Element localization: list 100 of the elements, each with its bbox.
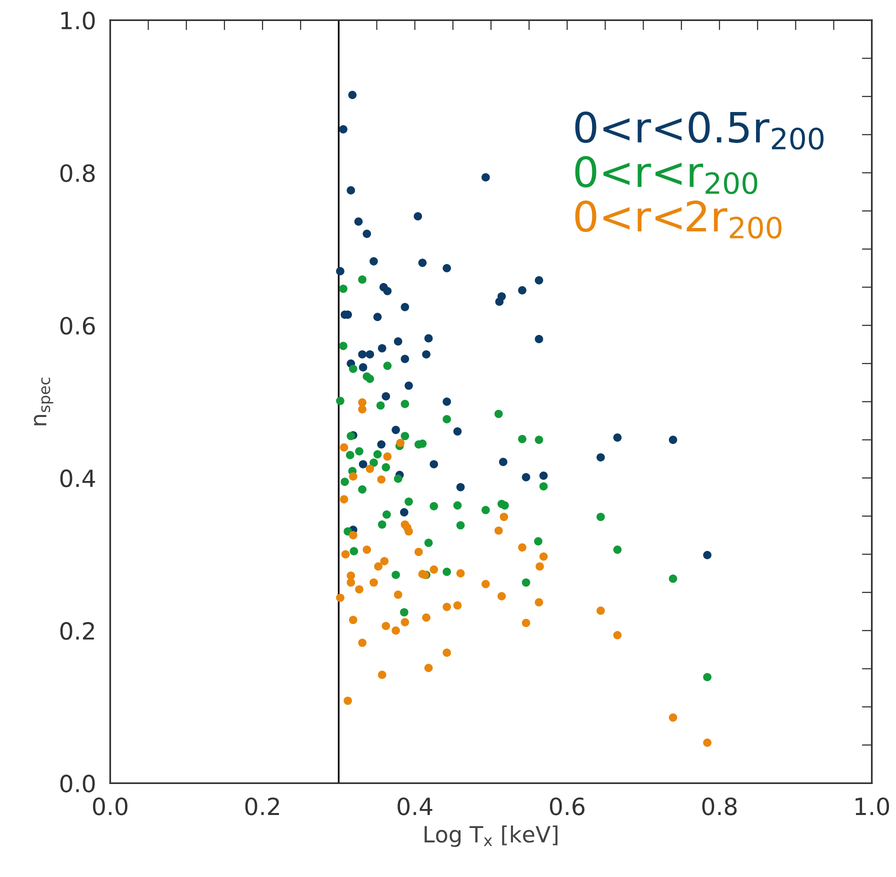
point: [348, 616, 358, 624]
point: [534, 537, 542, 546]
point: [382, 622, 390, 630]
point: [366, 464, 374, 473]
point: [378, 344, 386, 352]
point: [453, 601, 462, 610]
point: [500, 512, 508, 522]
point: [522, 473, 530, 482]
y-axis-title: n$_{spec}$: [34, 378, 54, 426]
point: [348, 90, 357, 100]
point: [534, 334, 544, 344]
point: [539, 472, 548, 480]
y-tick-label: 0.6: [60, 316, 95, 335]
point: [400, 302, 410, 312]
point: [400, 618, 410, 626]
point: [374, 562, 382, 571]
point: [340, 478, 349, 486]
point: [346, 578, 356, 587]
point: [536, 562, 544, 571]
y-tick-label: 0.2: [60, 622, 94, 640]
point: [442, 602, 451, 612]
point: [534, 276, 544, 285]
point: [430, 502, 438, 510]
point: [499, 458, 508, 466]
point: [339, 342, 348, 350]
point: [442, 264, 451, 272]
point: [424, 538, 433, 547]
point: [348, 531, 358, 540]
point: [498, 592, 506, 600]
point: [340, 443, 348, 452]
point: [380, 556, 389, 566]
point: [453, 427, 462, 436]
point: [414, 548, 423, 556]
point: [596, 606, 605, 615]
y-tick-label: 1.0: [61, 12, 95, 30]
point: [358, 405, 366, 414]
point: [358, 485, 366, 494]
point: [400, 608, 408, 616]
point: [404, 527, 413, 536]
point: [383, 362, 392, 370]
point: [522, 618, 530, 628]
point: [703, 738, 712, 747]
point: [442, 568, 451, 576]
point: [500, 501, 509, 510]
point: [456, 521, 465, 530]
point: [518, 434, 526, 444]
point: [358, 363, 368, 372]
point: [430, 460, 438, 468]
point: [378, 520, 386, 529]
point: [668, 436, 678, 444]
x-axis-title: Log T$_{x}$ [keV]: [424, 825, 558, 847]
point: [394, 474, 402, 483]
point: [482, 506, 490, 514]
point: [336, 594, 344, 602]
point: [534, 598, 544, 606]
point: [404, 497, 413, 506]
point: [392, 570, 400, 580]
point: [355, 585, 364, 594]
point: [422, 613, 430, 622]
point: [596, 453, 605, 462]
point: [613, 546, 622, 554]
point: [456, 482, 465, 492]
point: [336, 267, 344, 276]
point: [366, 350, 374, 359]
point: [482, 173, 490, 182]
point: [494, 526, 503, 535]
point: [383, 286, 392, 296]
point: [668, 713, 678, 722]
x-tick-label: 0.6: [550, 797, 584, 816]
point: [422, 350, 430, 359]
point: [370, 257, 378, 266]
point: [339, 284, 348, 293]
point: [392, 426, 400, 434]
point: [396, 438, 405, 448]
point: [370, 578, 378, 587]
point: [382, 392, 390, 400]
point: [424, 664, 433, 672]
point: [378, 670, 386, 679]
point: [358, 638, 366, 647]
point: [400, 354, 410, 364]
point: [366, 374, 374, 383]
point: [362, 546, 372, 554]
point: [346, 186, 356, 194]
point: [358, 350, 366, 359]
point: [495, 298, 504, 306]
point: [404, 381, 413, 390]
point: [518, 543, 526, 552]
x-tick-label: 0.8: [702, 797, 737, 816]
point: [482, 580, 490, 588]
point: [370, 458, 378, 467]
point: [358, 275, 366, 284]
point: [668, 574, 678, 583]
point: [336, 396, 344, 406]
point: [442, 398, 451, 406]
point: [494, 410, 503, 418]
point: [344, 696, 352, 705]
point: [418, 258, 427, 267]
point: [377, 475, 386, 484]
point: [350, 547, 358, 556]
point: [613, 433, 622, 442]
